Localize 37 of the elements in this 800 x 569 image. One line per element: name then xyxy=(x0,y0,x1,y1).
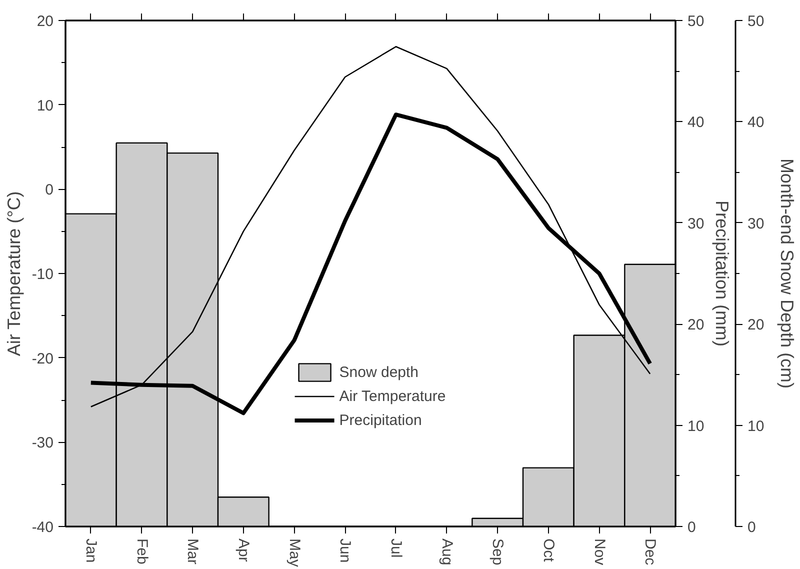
x-tick-label: Jul xyxy=(387,538,404,558)
x-tick-label: Oct xyxy=(540,538,557,563)
x-tick-label: Jun xyxy=(336,538,354,563)
y2-tick-label: 40 xyxy=(688,114,704,132)
y2-tick-label: 50 xyxy=(688,13,704,30)
y-tick-label: -40 xyxy=(32,519,54,536)
y2-tick-label: 30 xyxy=(688,215,704,232)
y-tick-label: -10 xyxy=(32,266,54,283)
legend-label: Precipitation xyxy=(339,412,422,428)
y2-tick-label: 10 xyxy=(688,418,704,435)
y3-tick-label: 0 xyxy=(748,519,756,536)
legend-label: Snow depth xyxy=(339,364,419,380)
y2-axis-title: Precipitation (mm) xyxy=(712,200,732,347)
x-tick-label: May xyxy=(286,538,303,568)
x-tick-label: Aug xyxy=(438,538,456,566)
x-tick-label: Sep xyxy=(489,538,506,566)
y-axis-title: Air Temperature (°C) xyxy=(4,191,24,356)
y-tick-label: 10 xyxy=(36,97,54,114)
y2-tick-label: 0 xyxy=(688,519,696,536)
x-tick-label: Jan xyxy=(82,538,100,563)
y-tick-label: 20 xyxy=(36,13,54,30)
y-tick-label: -20 xyxy=(32,350,54,368)
legend-label: Air Temperature xyxy=(339,388,446,404)
y3-axis-title: Month-end Snow Depth (cm) xyxy=(777,158,798,389)
x-tick-label: Dec xyxy=(642,538,659,566)
x-tick-label: Feb xyxy=(133,538,150,564)
y3-tick-label: 30 xyxy=(748,215,764,232)
x-tick-label: Apr xyxy=(234,538,252,562)
y3-tick-label: 20 xyxy=(748,316,764,334)
y2-tick-label: 20 xyxy=(688,316,704,334)
x-tick-label: Mar xyxy=(184,538,202,564)
y3-tick-label: 50 xyxy=(748,13,764,30)
y3-tick-label: 10 xyxy=(748,418,764,435)
y3-tick-label: 40 xyxy=(748,114,764,132)
x-tick-label: Nov xyxy=(590,538,608,566)
y-tick-label: 0 xyxy=(45,182,54,199)
y-tick-label: -30 xyxy=(32,434,54,452)
